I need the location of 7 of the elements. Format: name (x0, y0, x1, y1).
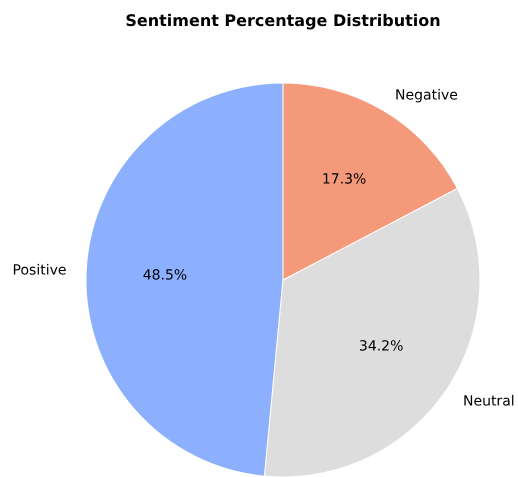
data-label: 17.3% (322, 172, 366, 188)
slice-label: Negative (395, 87, 458, 104)
slice-label: Neutral (462, 394, 515, 410)
chart-title: Sentiment Percentage Distribution (125, 11, 441, 30)
data-label: 48.5% (142, 267, 188, 284)
data-label: 34.2% (358, 338, 404, 355)
slice-label: Positive (12, 262, 67, 279)
